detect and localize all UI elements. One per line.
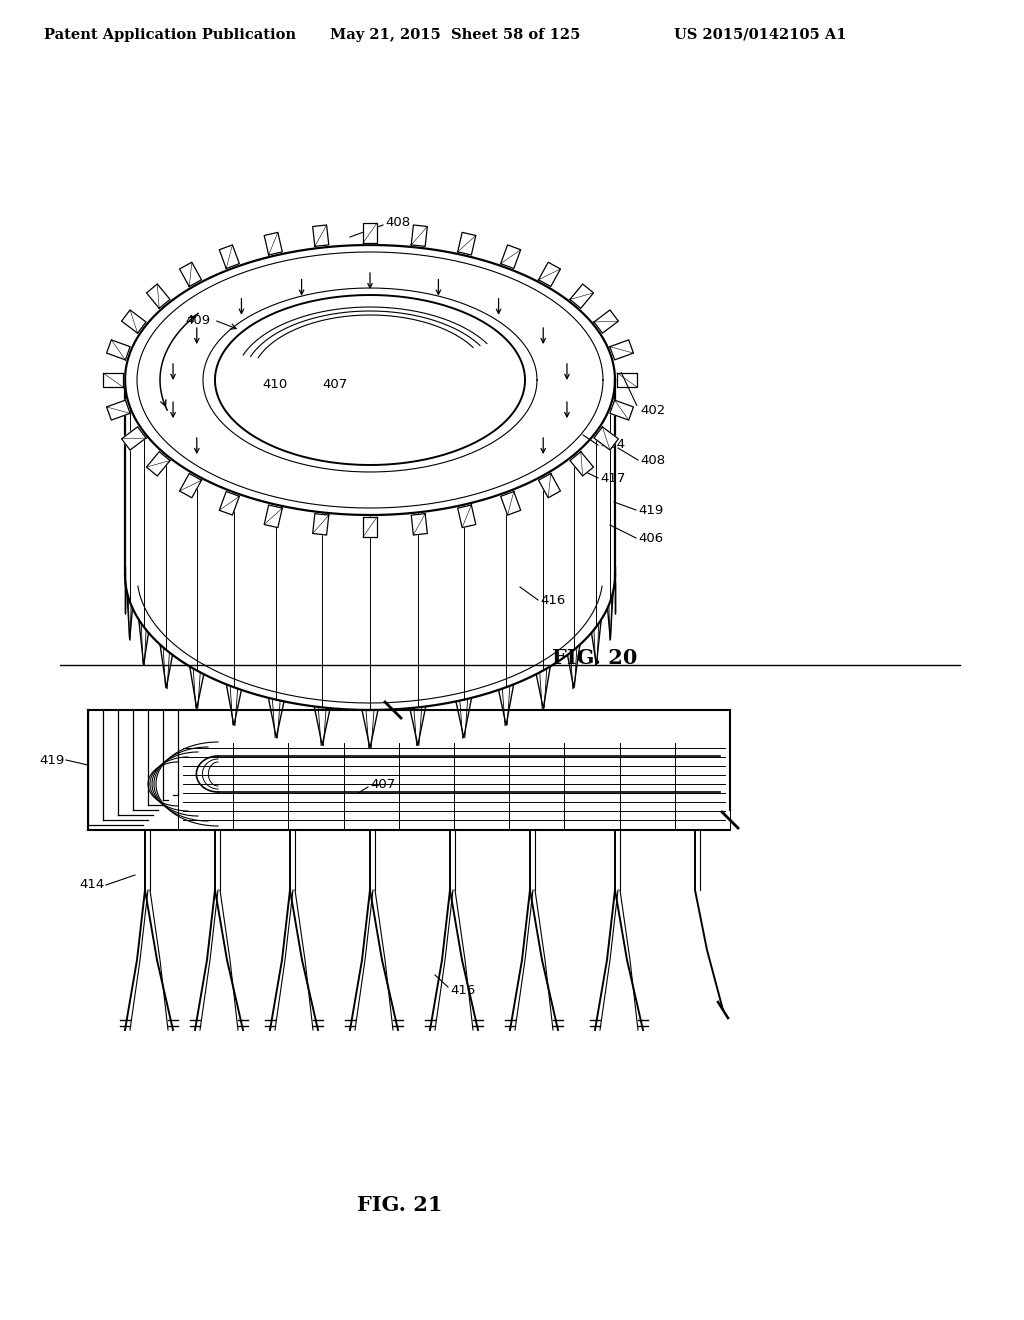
Text: 416: 416 (450, 983, 475, 997)
Polygon shape (458, 232, 476, 255)
Polygon shape (264, 232, 283, 255)
Polygon shape (312, 224, 329, 247)
Polygon shape (146, 451, 170, 477)
Polygon shape (146, 284, 170, 309)
Polygon shape (106, 400, 130, 420)
Polygon shape (501, 246, 521, 268)
Text: 416: 416 (540, 594, 565, 606)
Text: 419: 419 (40, 754, 65, 767)
Text: 408: 408 (640, 454, 666, 466)
Text: 410: 410 (262, 379, 288, 392)
Polygon shape (179, 474, 202, 498)
Text: May 21, 2015  Sheet 58 of 125: May 21, 2015 Sheet 58 of 125 (330, 28, 581, 42)
Text: 419: 419 (638, 503, 664, 516)
Polygon shape (610, 339, 634, 360)
Polygon shape (219, 491, 240, 515)
Text: 407: 407 (370, 777, 395, 791)
Polygon shape (106, 339, 130, 360)
Polygon shape (594, 426, 618, 450)
Polygon shape (362, 223, 377, 243)
Polygon shape (539, 474, 560, 498)
Polygon shape (501, 491, 521, 515)
Polygon shape (610, 400, 634, 420)
Polygon shape (594, 310, 618, 333)
Text: US 2015/0142105 A1: US 2015/0142105 A1 (674, 28, 846, 42)
Polygon shape (312, 513, 329, 535)
Text: 414: 414 (80, 879, 105, 891)
Text: 406: 406 (638, 532, 664, 544)
Polygon shape (179, 263, 202, 286)
Text: 409: 409 (185, 314, 210, 326)
Polygon shape (570, 284, 594, 309)
Polygon shape (103, 374, 123, 387)
Text: Patent Application Publication: Patent Application Publication (44, 28, 296, 42)
Polygon shape (539, 263, 560, 286)
Text: 408: 408 (385, 215, 411, 228)
Text: FIG. 20: FIG. 20 (552, 648, 638, 668)
Polygon shape (412, 224, 427, 247)
Text: 402: 402 (640, 404, 666, 417)
Polygon shape (219, 246, 240, 268)
Polygon shape (412, 513, 427, 535)
Polygon shape (264, 506, 283, 528)
Text: 417: 417 (600, 471, 626, 484)
Polygon shape (458, 506, 476, 528)
Polygon shape (362, 517, 377, 537)
Polygon shape (122, 426, 146, 450)
Text: 407: 407 (323, 379, 347, 392)
Polygon shape (122, 310, 146, 333)
Text: FIG. 21: FIG. 21 (357, 1195, 442, 1214)
Polygon shape (570, 451, 594, 477)
Text: 404: 404 (600, 438, 625, 451)
Polygon shape (617, 374, 637, 387)
